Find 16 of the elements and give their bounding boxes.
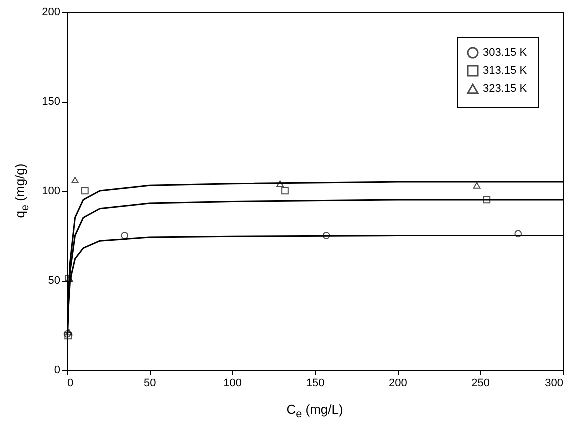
legend-label: 313.15 K: [483, 65, 528, 77]
x-tick-label: 200: [388, 378, 408, 390]
x-tick-label: 250: [472, 378, 490, 390]
legend-label: 323.15 K: [483, 83, 528, 95]
y-tick-label: 100: [42, 186, 60, 198]
x-tick-label: 300: [545, 378, 564, 390]
x-tick-label: 0: [68, 378, 74, 390]
y-tick-label: 50: [48, 275, 60, 287]
x-tick-label: 100: [224, 378, 242, 390]
legend-label: 303.15 K: [483, 47, 528, 59]
y-tick-label: 0: [54, 364, 60, 376]
y-tick-label: 200: [42, 6, 60, 18]
x-tick-label: 150: [306, 378, 325, 390]
x-tick-label: 50: [144, 378, 156, 390]
y-tick-label: 150: [42, 96, 60, 108]
x-axis-title: C$_{e}$ (mg/L): [286, 402, 344, 421]
